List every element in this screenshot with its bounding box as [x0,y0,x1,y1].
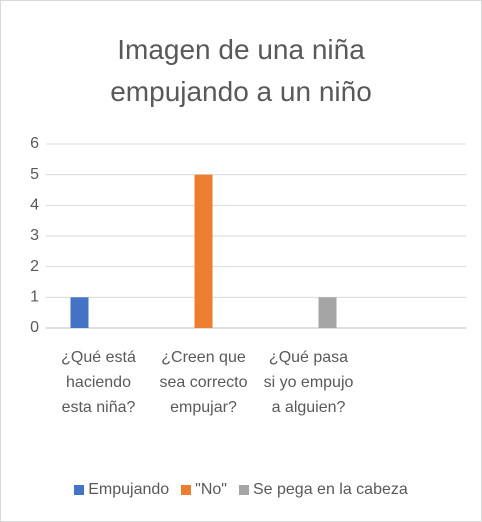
x-tick-label: ¿Creen que sea correcto empujar? [159,349,248,416]
x-tick-label: ¿Qué está haciendo esta niña? [61,349,136,416]
legend-label: "No" [195,481,227,498]
bar [70,297,89,328]
bar [318,297,337,328]
y-tick-label: 3 [30,227,39,244]
legend-swatch [74,485,85,495]
y-tick-label: 6 [30,135,39,152]
legend-swatch [181,485,192,495]
chart-title: Imagen de una niña empujando a un niño [110,34,372,107]
bar [194,174,213,328]
legend-label: Se pega en la cabeza [252,481,408,498]
y-tick-label: 0 [30,319,39,336]
y-tick-label: 5 [30,166,39,183]
y-tick-label: 2 [30,258,39,275]
legend-item: Se pega en la cabeza [238,481,408,499]
y-tick-label: 4 [30,197,39,214]
legend-item: Empujando [74,481,169,499]
legend-item: "No" [181,481,227,499]
y-tick-label: 1 [30,289,39,306]
legend-label: Empujando [88,481,170,498]
legend-swatch [238,485,249,495]
legend: Empujando "No" Se pega en la cabeza [1,481,481,499]
x-tick-label: ¿Qué pasa si yo empujo a alguien? [263,349,354,416]
